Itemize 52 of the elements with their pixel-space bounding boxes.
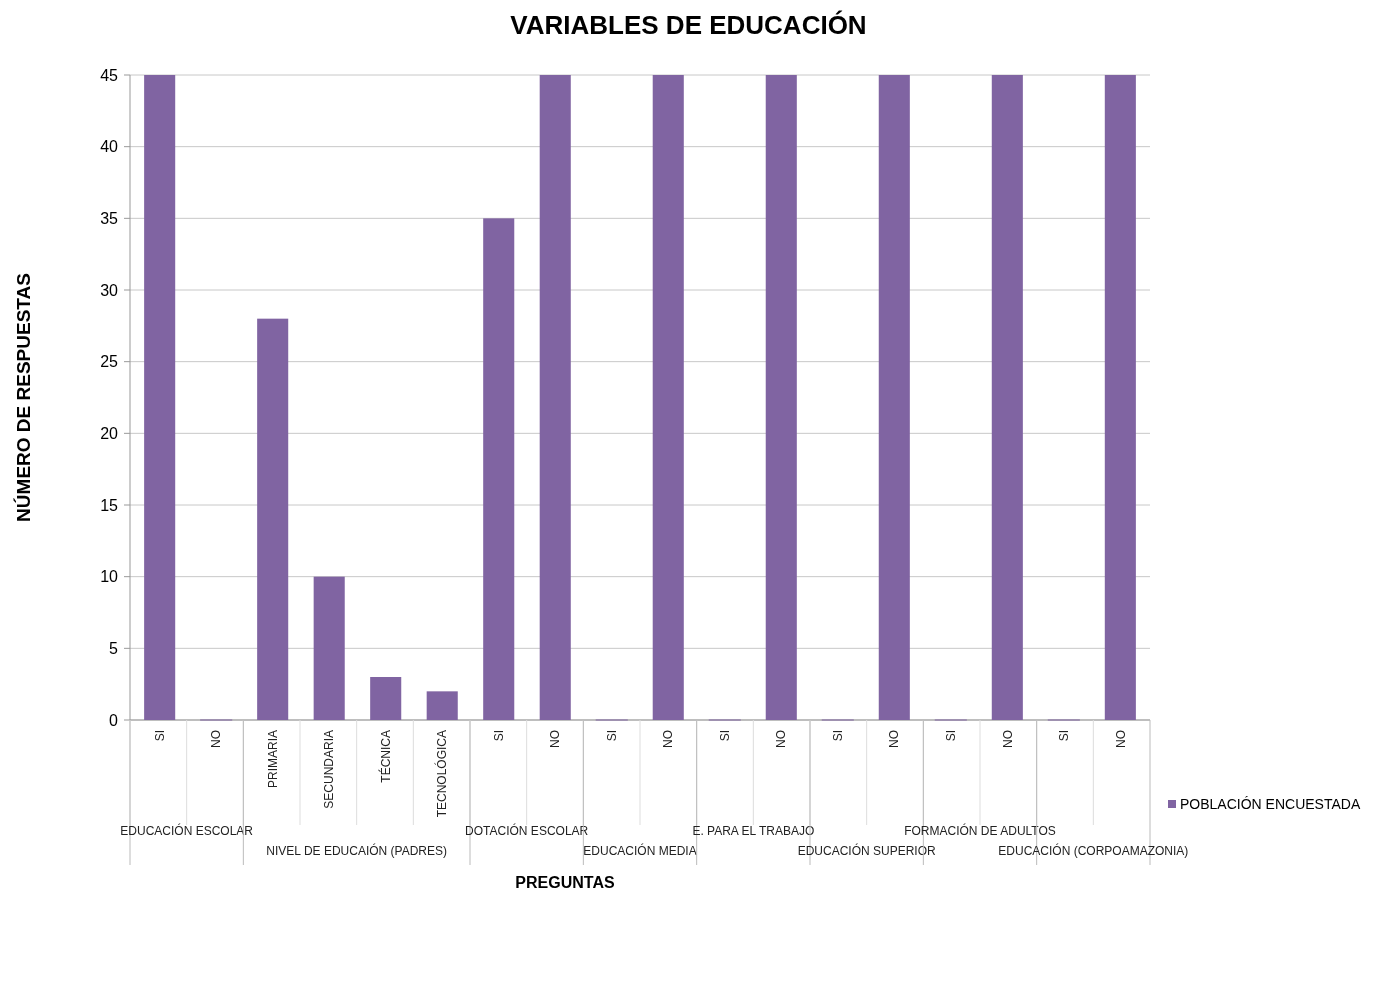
x-tick-label: TÉCNICA (377, 730, 393, 783)
text: EDUCACIÓN SUPERIOR (797, 843, 936, 858)
bar (483, 218, 515, 720)
x-axis-title: PREGUNTAS (515, 874, 615, 891)
y-tick-label: 0 (109, 711, 119, 729)
y-tick-label: 10 (100, 568, 119, 586)
x-tick-label: NO (1113, 730, 1128, 748)
bar (1104, 75, 1136, 720)
text: E. PARA EL TRABAJO (692, 824, 815, 838)
y-tick-label: 35 (100, 209, 119, 227)
y-tick-label: 40 (100, 138, 119, 156)
bar (539, 75, 571, 720)
y-tick-label: 45 (100, 66, 119, 84)
text: EDUCACIÓN MEDIA (583, 843, 697, 858)
text: EDUCACIÓN ESCOLAR (120, 823, 254, 838)
bar (313, 576, 345, 720)
text: NIVEL DE EDUCAIÓN (PADRES) (266, 843, 448, 858)
x-tick-label: SI (717, 730, 732, 742)
x-tick-label: SI (152, 730, 167, 742)
bar (144, 75, 176, 720)
x-tick-label: NO (774, 730, 789, 748)
x-tick-label: SI (604, 730, 619, 742)
x-tick-label: TECNOLÓGICA (434, 730, 450, 818)
x-tick-label: PRIMARIA (265, 730, 280, 789)
text: EDUCACIÓN (CORPOAMAZONIA) (998, 843, 1189, 858)
bar (370, 677, 402, 720)
text: DOTACIÓN ESCOLAR (465, 823, 589, 838)
bar (765, 75, 797, 720)
y-tick-label: 25 (100, 353, 119, 371)
x-tick-label: NO (548, 730, 563, 748)
legend-label: POBLACIÓN ENCUESTADA (1180, 795, 1361, 812)
x-tick-label: SI (1057, 730, 1072, 742)
x-tick-label: SECUNDARIA (322, 730, 337, 809)
x-tick-label: NO (1000, 730, 1015, 748)
bar (426, 691, 458, 720)
y-tick-label: 30 (100, 281, 119, 299)
x-tick-label: SI (491, 730, 506, 742)
x-tick-label: NO (887, 730, 902, 748)
x-tick-label: SI (830, 730, 845, 742)
x-tick-label: SI (944, 730, 958, 742)
chart-title: VARIABLES DE EDUCACIÓN (510, 10, 867, 40)
bar (652, 75, 684, 720)
bar (257, 318, 289, 720)
x-tick-label: NO (661, 730, 676, 748)
y-tick-label: 15 (100, 496, 119, 514)
bar (991, 75, 1023, 720)
text: FORMACIÓN DE ADULTOS (904, 823, 1056, 838)
y-axis-title: NÚMERO DE RESPUESTAS (13, 273, 34, 522)
y-tick-label: 5 (109, 639, 119, 657)
bar (878, 75, 910, 720)
y-tick-label: 20 (100, 424, 119, 442)
x-tick-label: NO (209, 730, 224, 748)
